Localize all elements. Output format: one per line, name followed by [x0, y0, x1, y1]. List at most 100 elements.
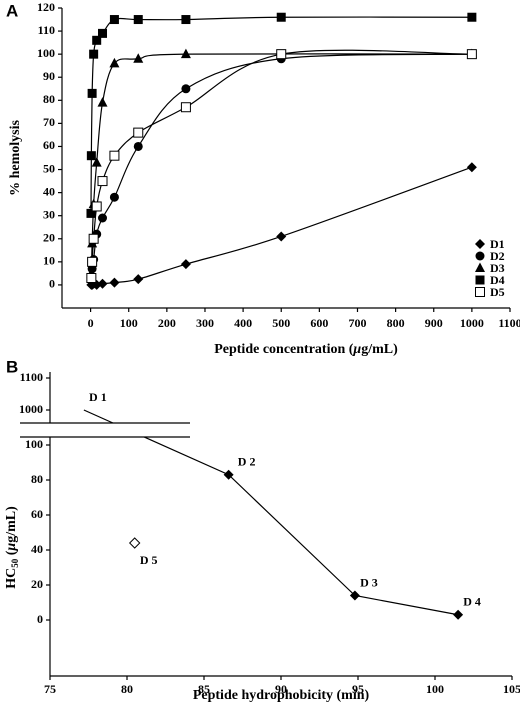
point-label: D 1	[89, 390, 107, 404]
marker	[466, 49, 477, 60]
y-tick-label: 30	[43, 207, 55, 221]
x-tick-label: 95	[352, 682, 364, 696]
fit-line	[90, 49, 472, 279]
marker	[181, 15, 191, 25]
marker	[98, 213, 108, 223]
y-tick-label: 50	[43, 161, 55, 175]
marker	[98, 28, 108, 38]
marker	[223, 469, 234, 480]
marker	[86, 273, 97, 283]
legend-marker	[475, 262, 485, 272]
point-label: D 5	[140, 553, 158, 567]
legend-marker	[475, 275, 485, 285]
x-tick-label: 100	[120, 316, 138, 330]
marker	[133, 15, 143, 25]
marker	[276, 49, 287, 60]
y-tick-label: 1000	[19, 402, 43, 416]
x-tick-label: 1000	[460, 316, 484, 330]
y-tick-label: 20	[43, 231, 55, 245]
marker	[133, 141, 143, 151]
y-tick-label: 100	[37, 46, 55, 60]
x-tick-label: 1100	[498, 316, 520, 330]
marker	[97, 278, 108, 289]
y-tick-label: 0	[37, 612, 43, 626]
legend-label: D3	[490, 261, 505, 275]
marker	[92, 35, 102, 45]
text-part: Peptide concentration (	[214, 342, 354, 357]
x-tick-label: 75	[44, 682, 56, 696]
y-tick-label: 1100	[20, 370, 43, 384]
y-tick-label: 20	[31, 577, 43, 591]
marker	[453, 609, 464, 620]
marker	[86, 151, 96, 161]
marker	[276, 231, 287, 242]
fit-line	[90, 53, 472, 281]
panel-label: A	[6, 1, 18, 20]
fit-line	[90, 53, 472, 274]
y-tick-label: 10	[43, 254, 55, 268]
marker	[87, 256, 98, 267]
panel-label: B	[6, 357, 18, 376]
marker	[128, 537, 141, 549]
text-part: g/mL)	[4, 506, 19, 543]
legend-marker	[475, 287, 485, 297]
fit-line	[91, 166, 473, 286]
x-tick-label: 80	[121, 682, 133, 696]
marker	[91, 201, 102, 212]
x-axis-title: Peptide concentration (μg/mL)	[214, 342, 398, 357]
y-axis-title: HC50 (μg/mL)	[4, 506, 20, 589]
y-tick-label: 120	[37, 0, 55, 14]
x-tick-label: 900	[425, 316, 443, 330]
connecting-line	[83, 409, 459, 616]
y-tick-label: 80	[31, 472, 43, 486]
marker	[97, 97, 108, 107]
marker	[109, 277, 120, 288]
marker	[86, 208, 96, 218]
marker	[180, 48, 191, 59]
marker	[466, 162, 477, 173]
x-tick-label: 500	[272, 316, 290, 330]
marker	[133, 274, 144, 285]
marker	[180, 102, 191, 113]
legend-marker	[475, 239, 485, 249]
text-part: HC	[4, 568, 19, 589]
legend-label: D1	[490, 237, 505, 251]
y-tick-label: 60	[31, 507, 43, 521]
axis-break-gap	[12, 423, 192, 437]
marker	[349, 590, 360, 601]
marker	[109, 192, 119, 202]
y-tick-label: 40	[31, 542, 43, 556]
text-part: 50	[10, 558, 20, 568]
marker	[97, 176, 108, 187]
marker	[91, 157, 102, 167]
y-axis-title: % hemolysis	[8, 120, 23, 196]
marker	[180, 259, 191, 270]
point-label: D 2	[238, 455, 256, 469]
y-tick-label: 100	[25, 437, 43, 451]
marker	[87, 88, 97, 98]
x-tick-label: 0	[88, 316, 94, 330]
marker	[181, 84, 191, 94]
text-part: μ	[352, 342, 361, 357]
marker	[109, 15, 119, 25]
point-label: D 3	[360, 575, 378, 589]
x-tick-label: 90	[275, 682, 287, 696]
marker	[109, 57, 120, 68]
x-tick-label: 300	[196, 316, 214, 330]
marker	[133, 53, 144, 63]
point-label: D 4	[463, 595, 481, 609]
marker	[88, 233, 99, 244]
x-tick-label: 800	[387, 316, 405, 330]
y-tick-label: 80	[43, 92, 55, 106]
marker	[276, 12, 286, 22]
marker	[133, 127, 144, 138]
legend-label: D4	[490, 273, 505, 287]
marker	[467, 12, 477, 22]
y-tick-label: 110	[38, 23, 55, 37]
text-part: g/mL)	[361, 342, 398, 357]
x-tick-label: 105	[503, 682, 520, 696]
y-tick-label: 0	[49, 277, 55, 291]
fit-line	[90, 16, 472, 214]
y-tick-label: 40	[43, 184, 55, 198]
